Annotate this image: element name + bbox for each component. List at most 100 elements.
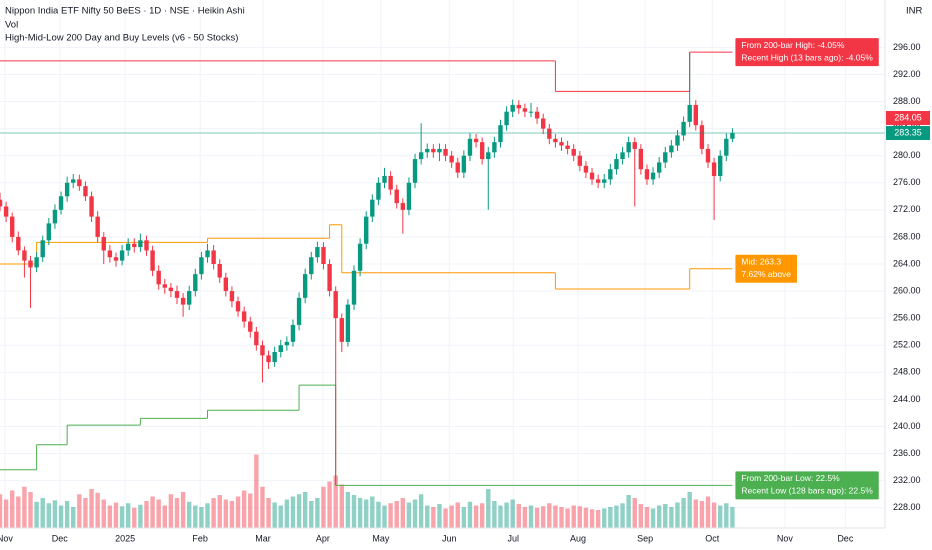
volume-bar [553, 505, 558, 528]
volume-bar [589, 509, 595, 528]
annotation-text: Recent High (13 bars ago): -4.05% [741, 52, 873, 62]
candle-body [492, 142, 497, 153]
candle-body [150, 250, 155, 271]
candle-body [52, 209, 58, 224]
candle-body [144, 240, 149, 251]
candle-body [71, 179, 76, 183]
candle-body [22, 250, 27, 261]
annotation-text: From 200-bar High: -4.05% [741, 40, 844, 50]
candle-body [315, 247, 320, 258]
candle-body [321, 247, 326, 264]
x-tick-label: May [372, 533, 390, 543]
candle-body [504, 111, 509, 126]
candle-body [669, 145, 674, 153]
volume-bar [504, 502, 509, 528]
y-tick-label: 292.00 [893, 69, 921, 79]
volume-bar [174, 498, 180, 528]
candle-body [199, 257, 204, 275]
candle-body [168, 287, 174, 292]
candle-body [547, 128, 552, 139]
volume-bar [138, 504, 143, 528]
volume-bar [205, 503, 210, 528]
candle-body [388, 176, 393, 190]
volume-bar [644, 507, 650, 528]
volume-bar [418, 494, 424, 528]
volume-bar [638, 504, 644, 528]
candle-body [595, 179, 601, 183]
candle-body [10, 216, 15, 237]
candle-body [461, 155, 467, 173]
candle-body [156, 270, 161, 285]
volume-bar [211, 498, 216, 528]
candle-body [449, 155, 454, 163]
candle-body [187, 291, 192, 305]
candle-body [675, 135, 680, 146]
y-tick-label: 260.00 [893, 285, 921, 295]
x-tick-label: Jun [442, 533, 457, 543]
volume-bar [687, 492, 692, 528]
candle-body [113, 257, 119, 261]
candle-body [626, 142, 631, 153]
volume-bar [278, 505, 283, 528]
candle-body [412, 159, 418, 183]
volume-bar [431, 507, 436, 528]
x-tick-label: Feb [192, 533, 208, 543]
volume-bar [254, 454, 259, 528]
volume-bar [241, 490, 247, 528]
annotation-box [735, 254, 798, 283]
volume-bar [565, 508, 570, 528]
candle-body [693, 104, 698, 126]
x-tick-label: Mar [255, 533, 271, 543]
candle-body [0, 199, 3, 207]
volume-bar [71, 507, 76, 528]
candle-body [364, 216, 369, 244]
volume-bar [357, 498, 363, 528]
volume-bar [119, 506, 125, 528]
volume-bar [364, 499, 369, 528]
volume-bar [296, 494, 302, 528]
volume-bar [467, 501, 473, 528]
volume-bar [559, 507, 564, 528]
volume-bar [724, 503, 729, 528]
annotation-text: Recent Low (128 bars ago): 22.5% [741, 486, 873, 496]
volume-bar [180, 492, 186, 528]
candle-body [425, 148, 430, 153]
candle-body [608, 169, 613, 180]
candle-body [333, 291, 338, 319]
volume-bar [675, 502, 680, 528]
y-tick-label: 236.00 [893, 448, 921, 458]
x-tick-label: Sep [637, 533, 653, 543]
candle-body [278, 345, 283, 352]
candle-body [290, 324, 296, 342]
volume-bar [571, 505, 576, 528]
candle-body [486, 152, 491, 160]
candle-body [174, 291, 180, 298]
volume-bar [351, 495, 357, 528]
candle-body [345, 304, 351, 342]
candle-body [534, 111, 540, 119]
volume-bar [534, 507, 540, 528]
volume-bar [730, 507, 735, 528]
candle-body [718, 155, 723, 176]
volume-bar [10, 490, 15, 528]
x-tick-label: Dec [837, 533, 854, 543]
candle-body [687, 104, 692, 122]
candle-body [296, 297, 302, 325]
x-tick-label: Nov [0, 533, 13, 543]
volume-bar [223, 499, 229, 528]
chart-title: Nippon India ETF Nifty 50 BeES · 1D · NS… [5, 6, 245, 17]
candle-body [528, 111, 534, 113]
candle-body [602, 179, 607, 183]
candle-body [83, 186, 88, 197]
y-tick-label: 228.00 [893, 502, 921, 512]
annotation-text: 7.62% above [741, 269, 791, 279]
candle-body [553, 138, 558, 143]
volume-bar [217, 495, 222, 528]
volume-bar [235, 496, 241, 528]
volume-bar [150, 496, 155, 528]
volume-bar [3, 499, 9, 528]
volume-bar [699, 501, 705, 528]
candle-body [132, 243, 137, 248]
candle-body [101, 236, 106, 251]
